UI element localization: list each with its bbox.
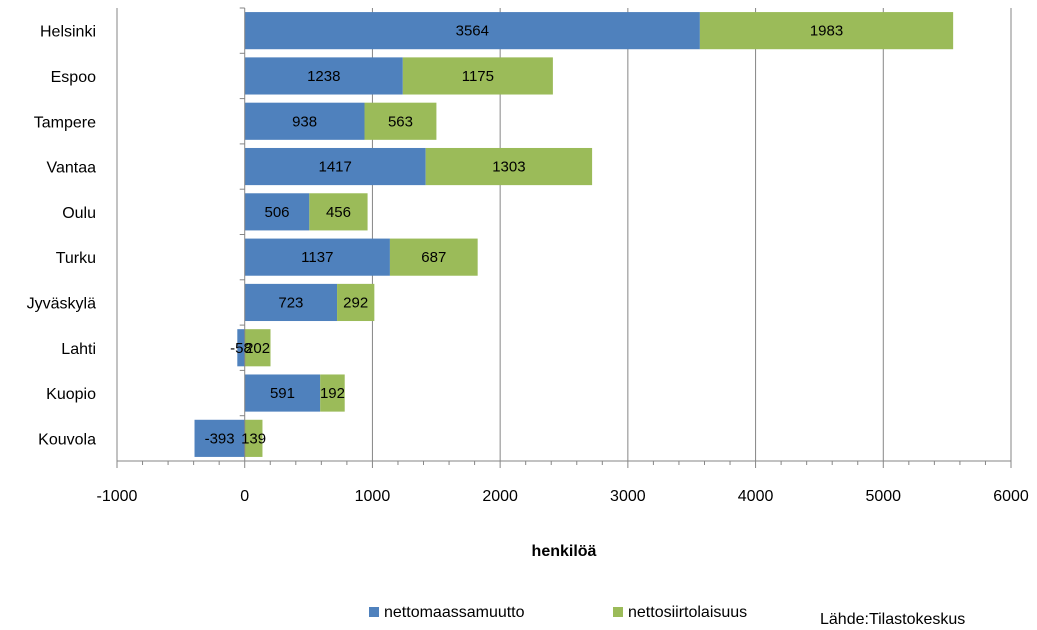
legend-label-1: nettosiirtolaisuus: [628, 604, 747, 621]
data-label-0-3: 1417: [319, 159, 352, 176]
data-label-0-7: -58: [230, 340, 252, 357]
bar-1-0: [699, 12, 954, 50]
bar-0-1: [244, 57, 403, 95]
category-label-6: Jyväskylä: [27, 295, 96, 312]
category-label-8: Kuopio: [46, 386, 96, 403]
data-label-1-3: 1303: [492, 159, 525, 176]
bar-1-5: [389, 238, 478, 276]
category-label-9: Kouvola: [38, 431, 96, 448]
bar-0-2: [244, 102, 365, 140]
data-label-0-6: 723: [278, 294, 303, 311]
category-label-7: Lahti: [61, 341, 96, 358]
x-tick-label-7: 6000: [993, 488, 1029, 505]
bar-0-5: [244, 238, 390, 276]
legend-swatch-0: [369, 607, 379, 617]
bar-0-4: [244, 193, 310, 231]
x-tick-label-6: 5000: [865, 488, 901, 505]
x-tick-label-4: 3000: [610, 488, 646, 505]
bar-1-7: [244, 329, 271, 367]
legend-swatch-1: [613, 607, 623, 617]
source-note: Lähde:Tilastokeskus: [820, 611, 965, 628]
bar-0-7: [237, 329, 245, 367]
bar-1-2: [364, 102, 437, 140]
data-label-1-6: 292: [343, 294, 368, 311]
labels: 3564 1983 Helsinki 1238 1175 Espoo 938 563 Tampe…: [27, 23, 1029, 505]
data-label-1-4: 456: [326, 204, 351, 221]
bar-1-3: [425, 147, 593, 186]
category-label-3: Vantaa: [46, 160, 96, 177]
bar-1-4: [309, 193, 368, 231]
data-label-0-2: 938: [292, 113, 317, 130]
x-tick-label-1: 0: [240, 488, 249, 505]
bar-1-8: [320, 374, 345, 412]
data-label-1-0: 1983: [810, 23, 843, 40]
x-tick-label-0: -1000: [97, 488, 138, 505]
data-label-0-8: 591: [270, 385, 295, 402]
category-label-0: Helsinki: [40, 24, 96, 41]
data-label-1-5: 687: [421, 249, 446, 266]
bar-0-8: [244, 374, 321, 412]
x-tick-label-2: 1000: [355, 488, 391, 505]
x-axis-title: henkilöä: [532, 543, 597, 560]
bar-1-9: [244, 419, 263, 457]
bar-0-6: [244, 283, 338, 322]
data-label-0-1: 1238: [307, 68, 340, 85]
data-label-0-5: 1137: [301, 249, 333, 266]
category-label-5: Turku: [56, 250, 96, 267]
bar-1-6: [337, 283, 375, 322]
data-label-1-7: 202: [245, 340, 270, 357]
data-label-1-1: 1175: [462, 68, 494, 85]
data-label-1-8: 192: [320, 385, 345, 402]
category-label-4: Oulu: [62, 205, 96, 222]
data-label-1-2: 563: [388, 113, 413, 130]
legend: nettomaassamuutto nettosiirtolaisuus: [369, 604, 747, 621]
x-tick-label-5: 4000: [738, 488, 774, 505]
legend-label-0: nettomaassamuutto: [384, 604, 525, 621]
x-tick-label-3: 2000: [482, 488, 518, 505]
data-label-0-0: 3564: [456, 23, 489, 40]
category-label-2: Tampere: [34, 114, 96, 131]
category-label-1: Espoo: [51, 69, 96, 86]
bar-1-1: [402, 57, 553, 95]
data-label-1-9: 139: [241, 430, 266, 447]
bars: [194, 12, 954, 457]
data-label-0-4: 506: [265, 204, 290, 221]
bar-0-3: [244, 147, 426, 186]
data-label-0-9: -393: [205, 430, 235, 447]
bar-0-0: [244, 12, 700, 50]
bar-0-9: [194, 419, 245, 457]
axes: [116, 7, 1012, 468]
